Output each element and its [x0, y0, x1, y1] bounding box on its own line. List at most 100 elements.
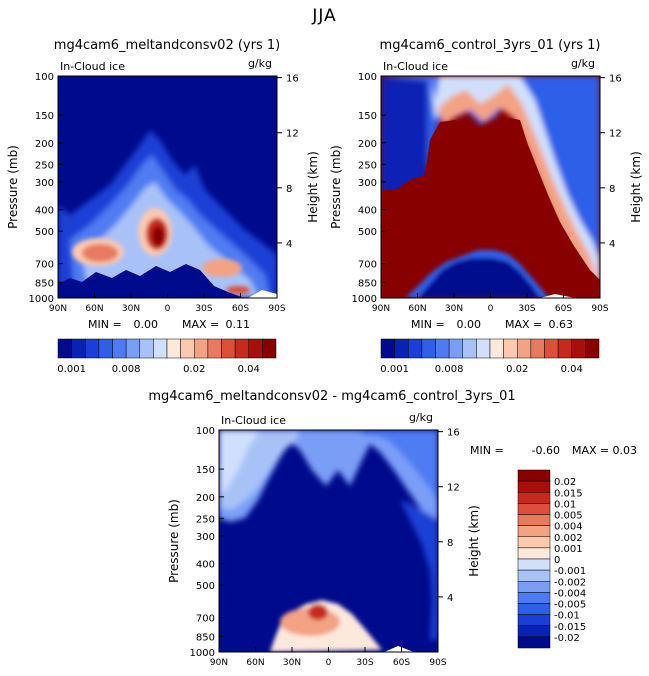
- colorbar-swatch: [517, 503, 551, 515]
- colorbar-swatch: [71, 338, 86, 359]
- panel-a-max-nh-core: [82, 244, 118, 262]
- panel-a-min-value: 0.00: [134, 318, 159, 331]
- y2-tick-label: 16: [447, 428, 460, 439]
- colorbar-label: 0.002: [554, 533, 583, 544]
- colorbar-swatch: [517, 338, 532, 359]
- x-tick-label: 30S: [356, 658, 373, 668]
- colorbar-swatch: [517, 636, 551, 649]
- x-tick-label: 60S: [232, 304, 249, 314]
- x-tick-label: 60N: [246, 658, 264, 668]
- colorbar-swatch: [571, 338, 586, 359]
- colorbar-swatch: [530, 338, 545, 359]
- y2-tick-label: 12: [609, 129, 622, 140]
- panel-b-min-value: 0.00: [457, 318, 482, 331]
- y-tick-label: 850: [196, 632, 215, 643]
- y2-tick-label: 16: [609, 74, 622, 85]
- panel-b-ylabel: Pressure (mb): [329, 145, 343, 229]
- y-tick-label: 1000: [352, 294, 377, 305]
- y-tick-label: 700: [196, 614, 215, 625]
- y-tick-label: 400: [358, 206, 377, 217]
- y2-tick-label: 4: [447, 593, 453, 604]
- y-tick-label: 200: [358, 139, 377, 150]
- colorbar-swatch: [517, 569, 551, 582]
- colorbar-swatch: [153, 338, 168, 359]
- panel-b-antarctic-terrain: [540, 294, 575, 298]
- x-tick-label: 60S: [393, 658, 410, 668]
- panel-a: mg4cam6_meltandconsv02 (yrs 1) In-Cloud …: [6, 38, 320, 375]
- y-tick-label: 300: [196, 532, 215, 543]
- y-tick-label: 850: [358, 278, 377, 289]
- panel-c-x-axis: 90N 60N 30N 0 30S 60S 90S: [210, 647, 447, 668]
- colorbar-swatch: [503, 338, 518, 359]
- y-tick-label: 700: [35, 260, 54, 271]
- y-tick-label: 150: [358, 111, 377, 122]
- colorbar-swatch: [476, 338, 491, 359]
- colorbar-label: 0.001: [380, 364, 409, 375]
- panel-a-y2-axis: 16 12 8 4: [277, 74, 299, 250]
- panel-c-variable-label: In-Cloud ice: [221, 414, 286, 427]
- panel-b-low-dark: [418, 258, 540, 298]
- colorbar-swatch: [448, 338, 463, 359]
- panel-c-y2-axis: 16 12 8 4: [438, 428, 460, 604]
- colorbar-swatch: [517, 603, 551, 615]
- x-tick-label: 90N: [49, 304, 67, 314]
- y-tick-label: 150: [196, 465, 215, 476]
- panel-b-min-label: MIN =: [411, 318, 445, 331]
- y2-tick-label: 4: [286, 239, 292, 250]
- y-tick-label: 150: [35, 111, 54, 122]
- x-tick-label: 30S: [195, 304, 212, 314]
- colorbar-swatch: [85, 338, 100, 359]
- panel-c-y-axis: 100 150 200 250 300 400 500 700 850 1000: [190, 426, 224, 659]
- y-tick-label: 1000: [190, 648, 215, 659]
- panel-b-x-axis: 90N 60N 30N 0 30S 60S 90S: [372, 293, 609, 314]
- panel-c-units: g/kg: [409, 411, 433, 424]
- colorbar-label: -0.004: [554, 588, 586, 599]
- panel-b-colorbar: 0.001 0.008 0.02 0.04: [380, 338, 600, 375]
- x-tick-label: 90N: [210, 658, 228, 668]
- panel-a-antarctic-terrain: [248, 290, 277, 298]
- colorbar-label: -0.005: [554, 600, 586, 611]
- colorbar-label: 0.02: [506, 364, 528, 375]
- x-tick-label: 90S: [429, 658, 446, 668]
- colorbar-swatch: [489, 338, 504, 359]
- y2-tick-label: 8: [609, 184, 615, 195]
- colorbar-swatch: [462, 338, 477, 359]
- y-tick-label: 250: [35, 160, 54, 171]
- x-tick-label: 30N: [122, 304, 140, 314]
- colorbar-swatch: [98, 338, 113, 359]
- x-tick-label: 90S: [268, 304, 285, 314]
- panel-c-upper-right: [340, 430, 438, 500]
- x-tick-label: 60N: [85, 304, 103, 314]
- colorbar-swatch: [194, 338, 209, 359]
- panel-a-plot-area: [58, 76, 277, 298]
- x-tick-label: 0: [488, 304, 494, 314]
- colorbar-swatch: [207, 338, 222, 359]
- colorbar-swatch: [517, 592, 551, 604]
- x-tick-label: 60S: [555, 304, 572, 314]
- y-tick-label: 200: [35, 139, 54, 150]
- y-tick-label: 300: [358, 178, 377, 189]
- colorbar-swatch: [435, 338, 450, 359]
- colorbar-swatch: [585, 338, 600, 359]
- colorbar-swatch: [262, 338, 277, 359]
- colorbar-label: 0.008: [435, 364, 464, 375]
- colorbar-swatch: [517, 547, 551, 560]
- panel-a-max-value: 0.11: [226, 318, 251, 331]
- colorbar-swatch: [517, 480, 551, 493]
- x-tick-label: 30N: [283, 658, 301, 668]
- panel-c-max-value: 0.03: [613, 444, 638, 457]
- panel-a-max-label: MAX =: [182, 318, 219, 331]
- panel-c: mg4cam6_meltandconsv02 - mg4cam6_control…: [148, 389, 637, 668]
- colorbar-label: -0.02: [554, 633, 580, 644]
- colorbar-swatch: [517, 536, 551, 549]
- y2-tick-label: 4: [609, 239, 615, 250]
- y2-tick-label: 8: [447, 538, 453, 549]
- colorbar-swatch: [234, 338, 249, 359]
- panel-a-max-sh-2: [226, 286, 250, 294]
- colorbar-label: -0.015: [554, 622, 586, 633]
- panel-a-max-sh: [202, 259, 242, 277]
- panel-b-y-axis: 100 150 200 250 300 400 500 700 850 1000: [352, 72, 386, 305]
- panel-c-low-peak: [308, 604, 328, 620]
- y-tick-label: 100: [35, 72, 54, 83]
- panel-c-min-value: -0.60: [532, 444, 560, 457]
